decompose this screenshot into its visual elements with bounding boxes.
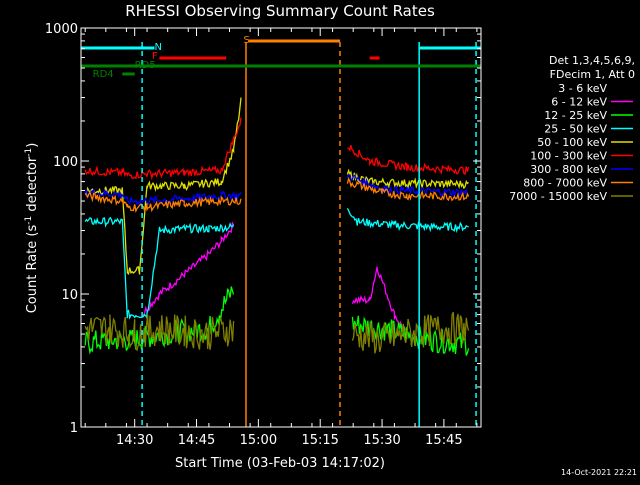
series-7-segment-0 (84, 191, 242, 213)
x-tick-label-0: 14:30 (116, 433, 153, 448)
x-tick-label-1: 14:45 (178, 433, 215, 448)
x-tick-label-2: 15:00 (240, 433, 277, 448)
y-tick-label-3: 1000 (45, 22, 78, 37)
y-tick-label-0: 1 (70, 421, 78, 436)
series-6-segment-1 (346, 174, 470, 199)
date-stamp: 14-Oct-2021 22:21 (561, 468, 637, 477)
x-tick-label-5: 15:45 (425, 433, 462, 448)
y-axis: 1 10 100 1000 (45, 22, 481, 436)
series-8-segment-1 (351, 311, 470, 354)
series-5-segment-1 (347, 145, 470, 175)
plot-frame (80, 27, 482, 428)
flag-n-label: N (154, 42, 161, 53)
series-7-segment-1 (346, 176, 470, 202)
flag-s-label: S (244, 35, 250, 46)
series-4-segment-1 (346, 168, 469, 190)
x-axis: 14:30 14:45 15:00 15:15 15:30 15:45 (84, 28, 478, 448)
legend-label-4: 50 - 100 keV (537, 136, 607, 149)
series-3-segment-1 (346, 207, 469, 234)
legend-label-8: 7000 - 15000 keV (509, 190, 607, 203)
chart-title: RHESSI Observing Summary Count Rates (125, 2, 435, 20)
legend-label-6: 300 - 800 keV (530, 163, 607, 176)
series-3-segment-0 (84, 216, 235, 321)
series-0-segment-1 (351, 262, 408, 328)
flag-rd4-label: RD4 (93, 69, 114, 80)
x-tick-label-4: 15:30 (363, 433, 400, 448)
legend-label-0: 3 - 6 keV (558, 82, 607, 95)
x-tick-label-3: 15:15 (301, 433, 338, 448)
y-tick-label-2: 100 (53, 155, 78, 170)
series-8-segment-0 (84, 314, 235, 352)
legend-label-1: 6 - 12 keV (551, 96, 607, 109)
legend-label-3: 25 - 50 keV (544, 123, 607, 136)
series-1-segment-0 (141, 221, 235, 317)
plot-area: NF S RD5 RD4 (81, 35, 481, 427)
legend-label-5: 100 - 300 keV (530, 150, 607, 163)
series-6-segment-0 (84, 187, 242, 206)
legend-label-2: 12 - 25 keV (544, 109, 607, 122)
legend-header-detectors: Det 1,3,4,5,6,9, (549, 54, 635, 67)
series-1-segment-1 (351, 266, 408, 332)
legend-header-decimation: FDecim 1, Att 0 (550, 68, 635, 81)
legend: Det 1,3,4,5,6,9,FDecim 1, Att 03 - 6 keV… (509, 54, 635, 203)
flag-f-label: F (152, 51, 158, 62)
x-axis-label: Start Time (03-Feb-03 14:17:02) (175, 456, 385, 471)
series-5-segment-0 (84, 117, 242, 181)
legend-label-7: 800 - 7000 keV (523, 177, 607, 190)
y-axis-label: Count Rate (s-1 detector-1) (24, 143, 40, 314)
flag-rd5-label: RD5 (135, 60, 156, 71)
series-4-segment-0 (84, 97, 242, 276)
y-tick-label-1: 10 (61, 288, 78, 303)
